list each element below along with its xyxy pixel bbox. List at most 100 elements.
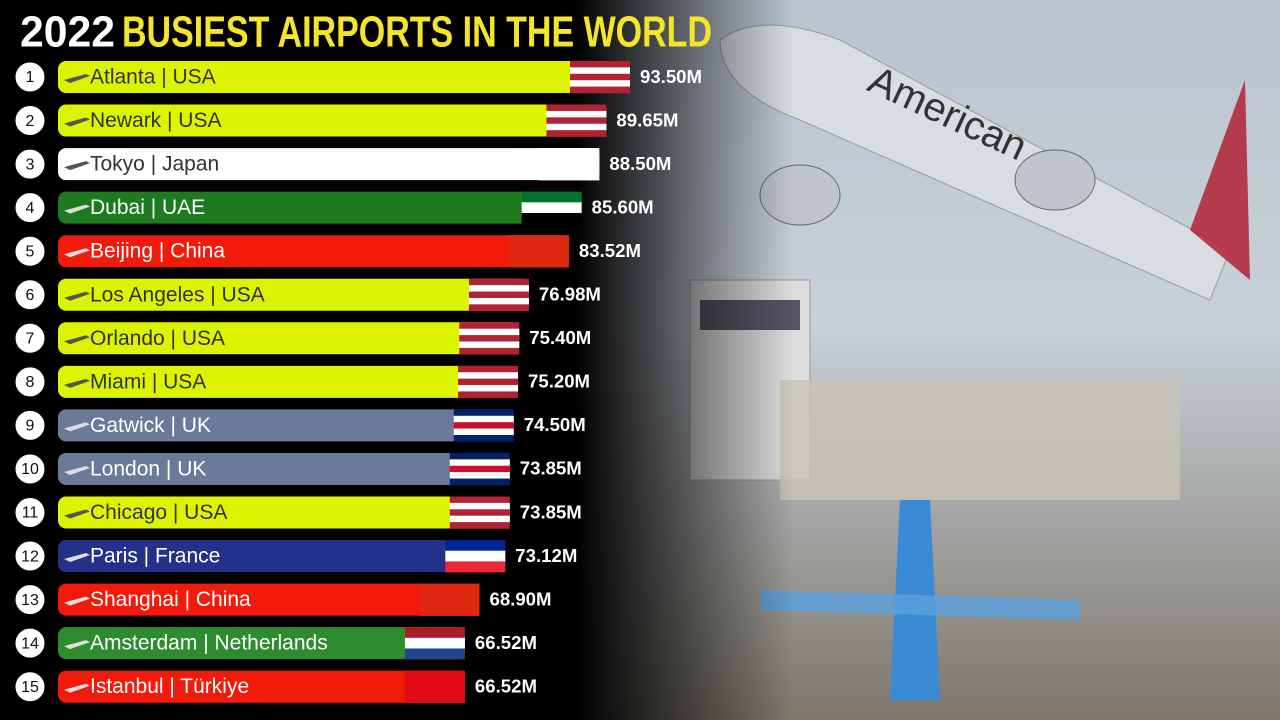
rank-badge xyxy=(14,235,46,267)
plane-icon xyxy=(64,596,90,606)
flag-stripe xyxy=(445,550,506,562)
flag xyxy=(521,191,582,224)
category-label: Chicago | USA xyxy=(90,501,227,524)
rank-label: 8 xyxy=(26,374,35,391)
category-label: Istanbul | Türkiye xyxy=(90,675,249,698)
flag-stripe xyxy=(459,347,520,355)
flag-stripe xyxy=(404,648,465,660)
plane-icon xyxy=(64,204,90,214)
flag-stripe xyxy=(449,502,510,510)
plane-icon xyxy=(64,248,90,258)
value-label: 75.20M xyxy=(528,372,590,392)
flag-stripe xyxy=(468,291,529,299)
flag xyxy=(508,235,569,268)
flag-stripe xyxy=(508,245,569,257)
flag-stripe xyxy=(539,158,600,170)
rank-badge xyxy=(14,497,46,528)
category-label: Atlanta | USA xyxy=(90,66,216,89)
flag xyxy=(459,322,520,355)
category-label: Paris | France xyxy=(90,545,220,568)
category-label: Los Angeles | USA xyxy=(90,283,265,306)
flag-stripe xyxy=(453,422,514,429)
flag-stripe xyxy=(521,202,582,214)
bar xyxy=(58,452,510,485)
flag-stripe xyxy=(453,435,514,442)
rank-label: 14 xyxy=(21,635,39,652)
flag xyxy=(546,104,607,137)
plane-icon xyxy=(64,553,90,563)
rank-label: 6 xyxy=(26,287,35,304)
category-label: Miami | USA xyxy=(90,370,206,393)
rank-label: 9 xyxy=(26,418,35,435)
value-label: 66.52M xyxy=(475,676,537,696)
value-label: 73.85M xyxy=(520,459,582,479)
flag-stripe xyxy=(449,459,510,467)
bar xyxy=(58,627,465,660)
bar xyxy=(58,61,630,93)
flag-stripe xyxy=(521,212,582,224)
flag-stripe xyxy=(570,73,630,81)
flag-stripe xyxy=(458,365,519,373)
bar xyxy=(58,540,506,573)
flag-stripe xyxy=(458,391,519,399)
flag-stripe xyxy=(449,452,510,460)
flag-stripe xyxy=(539,169,600,181)
bar xyxy=(58,104,607,137)
flag xyxy=(449,452,510,486)
rank-badge xyxy=(14,627,46,659)
value-label: 89.65M xyxy=(616,110,678,130)
value-label: 73.85M xyxy=(520,502,582,522)
rank-label: 10 xyxy=(21,461,39,478)
flag-stripe xyxy=(570,67,630,75)
flag-stripe xyxy=(521,191,582,203)
flag xyxy=(404,627,465,660)
flag-stripe xyxy=(458,385,519,392)
plane-icon xyxy=(64,161,90,171)
flag-stripe xyxy=(449,465,510,473)
value-label: 68.90M xyxy=(490,589,552,609)
rank-label: 15 xyxy=(21,679,39,696)
bar xyxy=(58,409,514,442)
rank-badge xyxy=(14,322,46,354)
flag-stripe xyxy=(449,515,510,523)
plane-icon xyxy=(64,117,90,127)
flag-stripe xyxy=(449,478,510,486)
rank-badge xyxy=(14,366,46,398)
flag xyxy=(458,365,519,399)
plane-icon xyxy=(64,465,90,475)
plane-icon xyxy=(64,509,90,519)
category-label: Tokyo | Japan xyxy=(90,153,219,176)
value-label: 93.50M xyxy=(640,67,702,87)
bar xyxy=(58,322,520,355)
value-label: 76.98M xyxy=(539,285,601,305)
flag-stripe xyxy=(459,341,520,349)
value-label: 75.40M xyxy=(529,328,591,348)
rank-badge xyxy=(14,540,46,572)
flag-stripe xyxy=(468,285,529,292)
flag-stripe xyxy=(453,428,514,436)
flag-stripe xyxy=(404,670,465,682)
flag-stripe xyxy=(508,256,569,268)
value-label: 73.12M xyxy=(515,546,577,566)
plane-icon xyxy=(64,378,90,388)
bar xyxy=(58,365,519,398)
flag-stripe xyxy=(453,409,514,417)
rank-badge xyxy=(14,671,46,703)
flag-stripe xyxy=(458,372,519,379)
flag-stripe xyxy=(419,604,480,616)
rank-label: 11 xyxy=(22,505,39,522)
flag xyxy=(419,583,480,616)
bar xyxy=(58,235,569,268)
category-label: Orlando | USA xyxy=(90,327,225,350)
flag xyxy=(449,496,510,529)
rank-badge xyxy=(14,148,46,180)
flag-stripe xyxy=(570,61,630,68)
flag-stripe xyxy=(449,522,510,529)
plane-icon xyxy=(64,74,90,83)
bar xyxy=(58,191,582,224)
flag-stripe xyxy=(458,378,519,386)
flag-stripe xyxy=(459,328,520,336)
rank-badge xyxy=(14,584,46,616)
rank-badge xyxy=(14,453,46,485)
